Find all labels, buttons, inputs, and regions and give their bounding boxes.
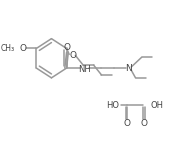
Text: OH: OH (151, 101, 164, 110)
Text: O: O (141, 119, 147, 129)
Text: O: O (69, 51, 76, 60)
Text: O: O (20, 44, 27, 53)
Text: HO: HO (107, 101, 120, 110)
Text: CH₃: CH₃ (0, 44, 15, 53)
Text: N: N (125, 64, 132, 73)
Text: O: O (123, 119, 130, 129)
Text: O: O (64, 43, 71, 52)
Text: NH: NH (78, 65, 90, 74)
